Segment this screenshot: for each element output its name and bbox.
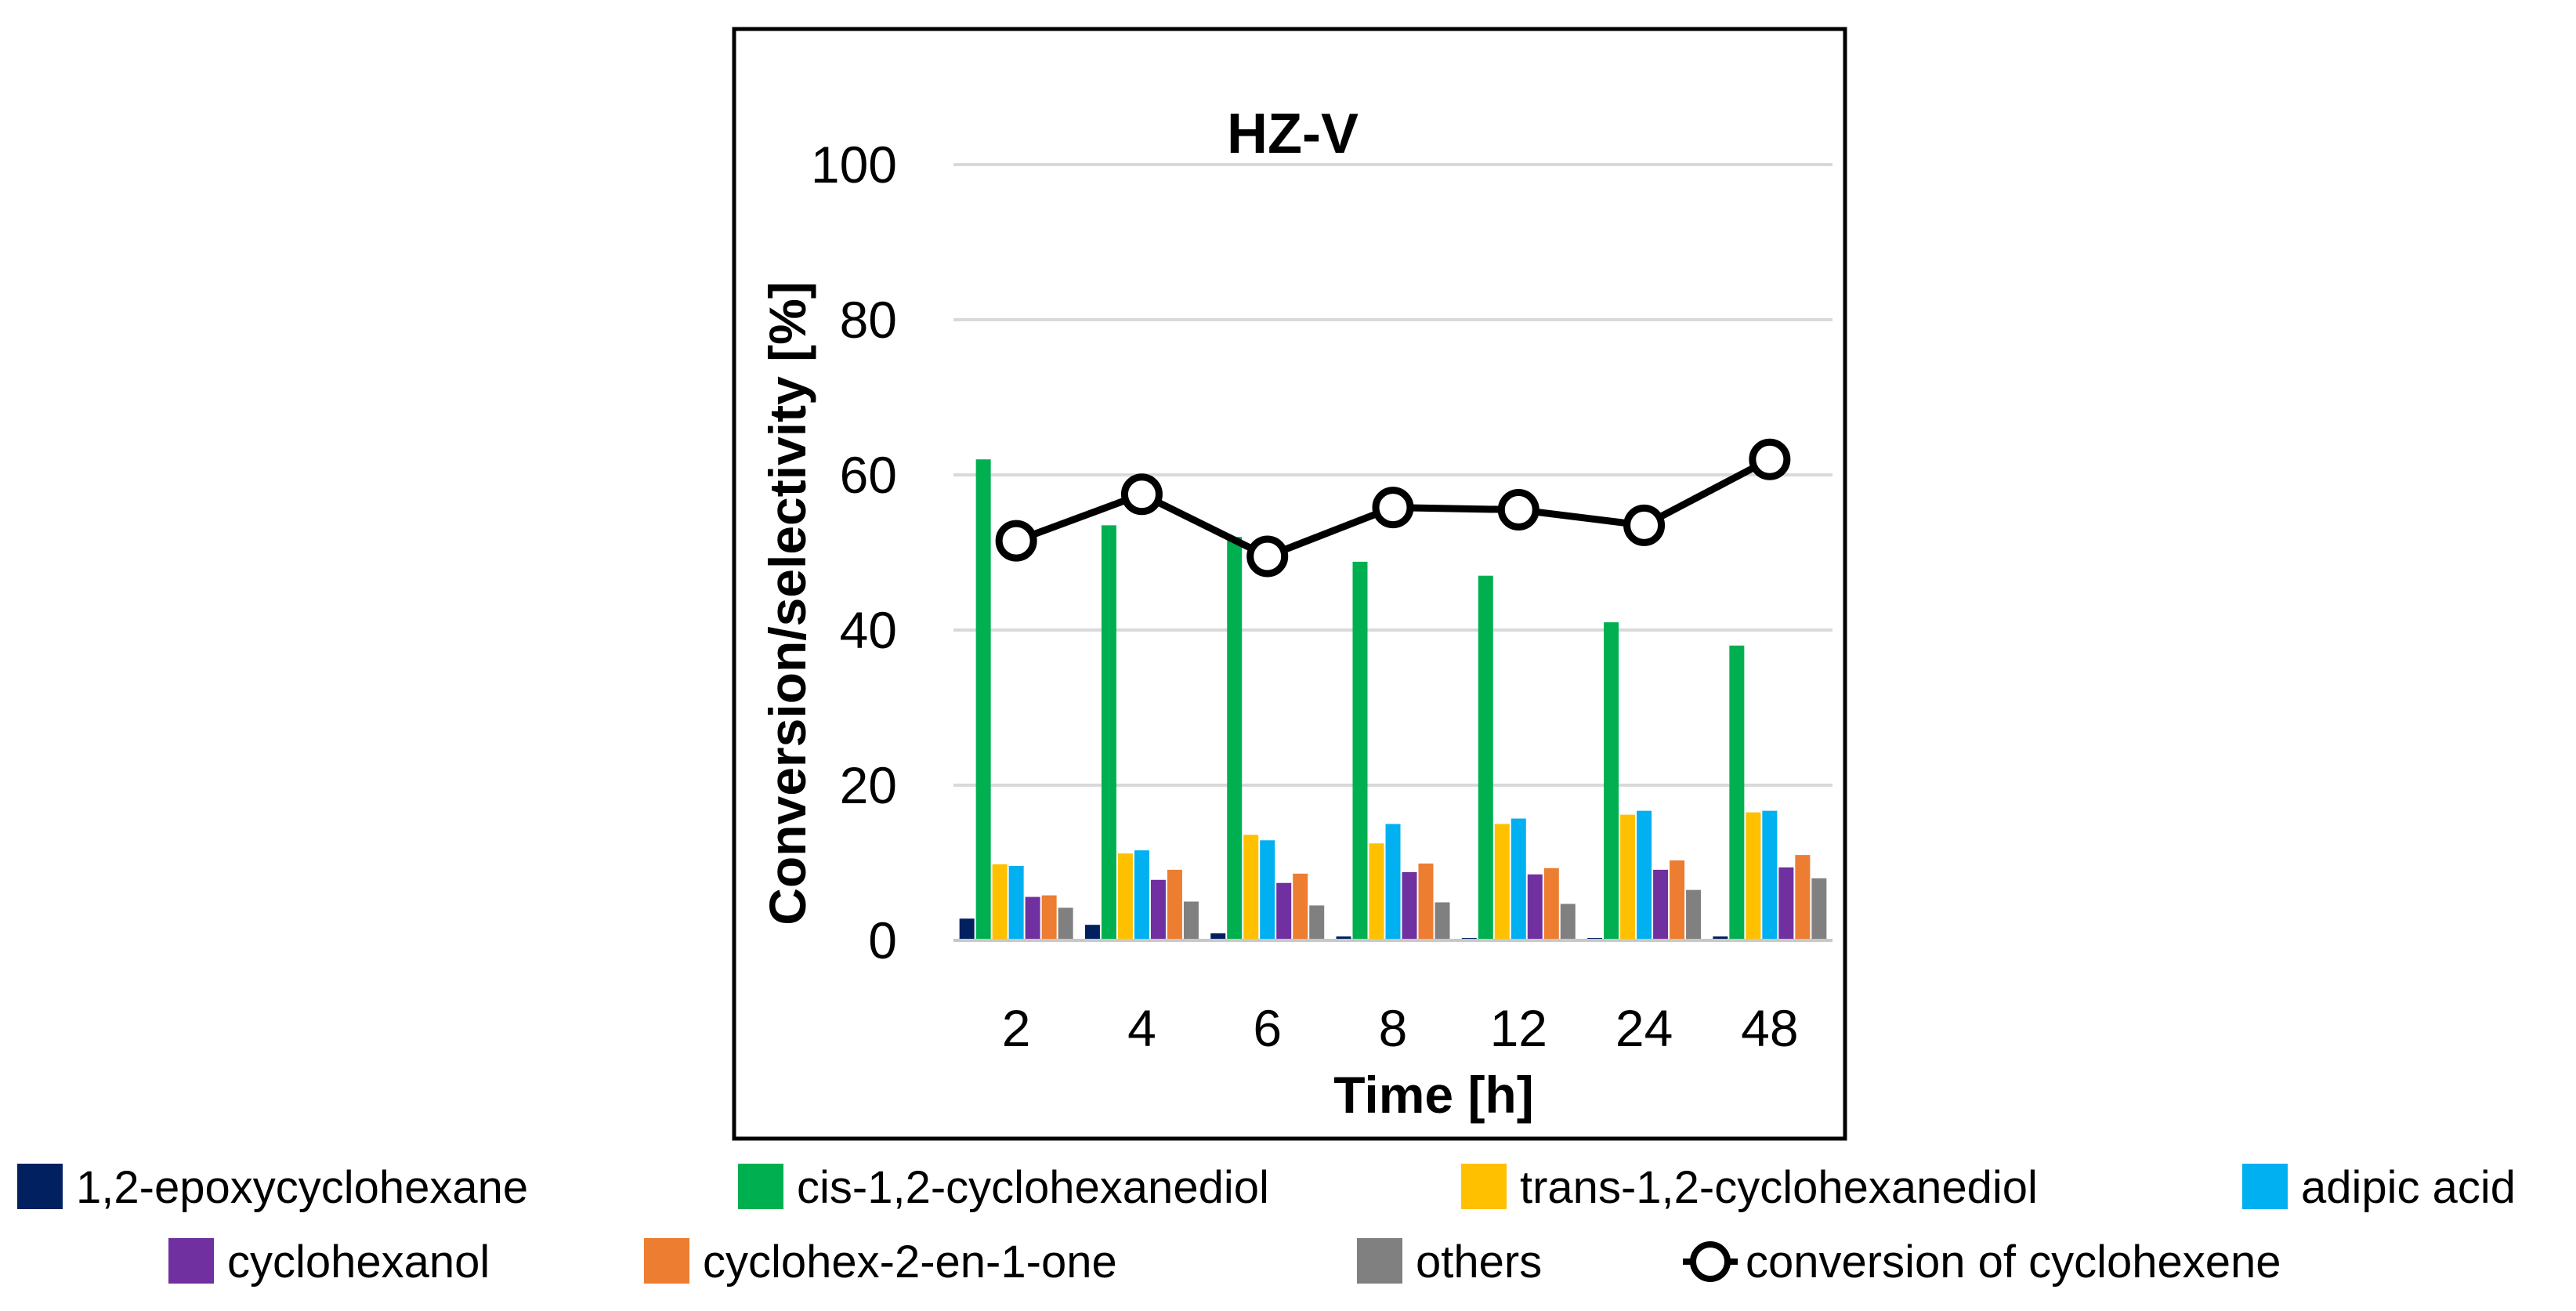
y-axis-title: Conversion/selectivity [%]	[758, 281, 816, 925]
y-tick-label: 100	[811, 136, 897, 194]
bar	[1101, 525, 1116, 940]
bar	[1385, 824, 1401, 940]
chart-title: HZ-V	[1227, 103, 1359, 165]
legend-swatch	[17, 1164, 63, 1209]
bar	[1494, 824, 1510, 940]
gridlines	[953, 163, 1833, 787]
bar	[1604, 622, 1619, 940]
x-tick-label: 8	[1379, 999, 1408, 1057]
y-axis-ticks: 0 20 40 60 80 100	[811, 136, 897, 969]
y-tick-label: 80	[840, 291, 897, 349]
bars	[959, 459, 1827, 940]
bar	[1117, 853, 1133, 940]
bar	[992, 864, 1008, 940]
x-tick-label: 4	[1127, 999, 1156, 1057]
bar	[1293, 873, 1308, 940]
legend-swatch	[644, 1238, 689, 1284]
legend-swatch	[1461, 1164, 1507, 1209]
bar	[1637, 810, 1652, 940]
legend-swatch	[168, 1238, 214, 1284]
bar	[1543, 867, 1559, 940]
bar	[1025, 896, 1040, 940]
conversion-point	[1623, 504, 1666, 546]
conversion-line	[995, 438, 1791, 578]
bar	[1227, 537, 1243, 940]
bar	[1134, 850, 1149, 940]
bar	[1369, 843, 1384, 940]
bar	[1243, 835, 1259, 940]
y-tick-label: 20	[840, 756, 897, 814]
legend-label: others	[1416, 1237, 1542, 1287]
legend: 1,2-epoxycyclohexane cis-1,2-cyclohexaned…	[17, 1162, 2516, 1287]
bar	[1620, 814, 1636, 940]
bar	[1058, 907, 1073, 940]
bar	[1008, 865, 1024, 940]
legend-swatch	[2242, 1164, 2288, 1209]
bar	[1811, 878, 1827, 940]
bar	[1560, 904, 1576, 940]
legend-label: conversion of cyclohexene	[1746, 1237, 2281, 1287]
legend-label: 1,2-epoxycyclohexane	[76, 1162, 528, 1213]
conversion-point	[995, 520, 1037, 562]
bar	[1260, 840, 1275, 940]
bar	[1746, 812, 1761, 940]
bar	[1336, 936, 1351, 940]
x-axis-title: Time [h]	[1333, 1066, 1533, 1124]
chart-frame	[732, 27, 1847, 1141]
bar	[1653, 869, 1669, 940]
bar	[1402, 871, 1417, 940]
x-axis-ticks: 2 4 6 8 12 24 48	[1002, 999, 1799, 1057]
bar	[1713, 936, 1728, 940]
legend-swatch	[738, 1164, 783, 1209]
bar	[1762, 810, 1778, 940]
legend-line-marker	[1690, 1241, 1731, 1282]
legend-label: adipic acid	[2301, 1162, 2516, 1213]
bar	[1795, 855, 1811, 940]
x-tick-label: 12	[1490, 999, 1547, 1057]
x-tick-label: 6	[1253, 999, 1282, 1057]
bar	[1478, 575, 1493, 940]
x-tick-label: 24	[1615, 999, 1673, 1057]
bar	[1084, 925, 1100, 940]
bar	[959, 918, 975, 940]
bar	[1041, 895, 1057, 940]
y-tick-label: 40	[840, 601, 897, 659]
bar	[1686, 889, 1702, 940]
conversion-point	[1749, 438, 1791, 480]
bar	[1511, 818, 1526, 940]
bar	[975, 459, 991, 940]
bar	[1183, 901, 1199, 940]
bar	[1729, 645, 1745, 940]
bar	[1527, 874, 1543, 940]
legend-label: cyclohexanol	[227, 1237, 490, 1287]
legend-label: cis-1,2-cyclohexanediol	[797, 1162, 1269, 1213]
bar	[1309, 905, 1325, 940]
bar	[1210, 933, 1226, 940]
x-tick-label: 48	[1741, 999, 1798, 1057]
conversion-point	[1120, 473, 1163, 516]
y-tick-label: 60	[840, 446, 897, 504]
bar	[1167, 869, 1182, 940]
conversion-point	[1497, 489, 1539, 531]
bar	[1778, 867, 1794, 940]
x-tick-label: 2	[1002, 999, 1031, 1057]
conversion-point	[1372, 487, 1414, 529]
legend-label: cyclohex-2-en-1-one	[703, 1237, 1117, 1287]
y-tick-label: 0	[868, 911, 897, 969]
legend-label: trans-1,2-cyclohexanediol	[1520, 1162, 2038, 1213]
bar	[1276, 882, 1292, 940]
legend-swatch	[1357, 1238, 1402, 1284]
bar	[1150, 879, 1166, 940]
bar	[1418, 863, 1434, 940]
bar	[1352, 561, 1368, 940]
bar	[1435, 902, 1450, 940]
bar	[1670, 860, 1685, 940]
conversion-point	[1246, 535, 1289, 578]
